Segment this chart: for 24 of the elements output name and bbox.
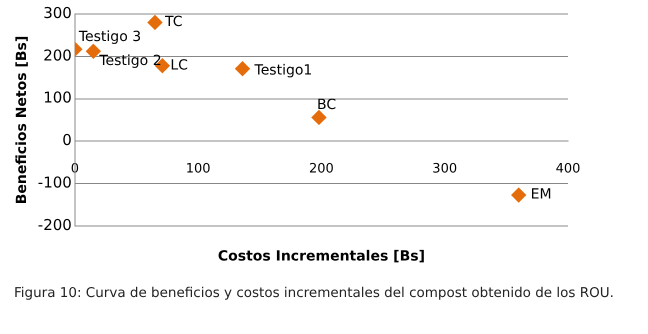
y-tick-label: 0 <box>62 131 72 150</box>
point <box>511 188 526 203</box>
x-tick-label: 300 <box>432 161 458 176</box>
x-tick-label: 100 <box>186 161 211 176</box>
x-axis-title: Costos Incrementales [Bs] <box>218 248 425 265</box>
y-tick-label: 100 <box>43 88 72 107</box>
series-label: Testigo 3 <box>78 28 142 45</box>
series-label: BC <box>316 97 336 114</box>
series-label: LC <box>170 57 188 74</box>
series-label: TC <box>164 14 183 30</box>
y-tick-label: 300 <box>43 4 72 22</box>
text: Figura 10: Curva de beneficios y costos incrementales del compost obtenido de los ROU. <box>14 284 615 303</box>
y-tick-label: -100 <box>38 173 72 192</box>
point <box>86 44 101 59</box>
series-label: Testigo1 <box>254 62 312 78</box>
y-tick-label: -200 <box>38 216 72 234</box>
x-tick-label: 400 <box>556 161 580 176</box>
y-axis-title: Beneficios Netos [Bs] <box>14 36 30 204</box>
point <box>311 110 326 125</box>
point <box>147 14 162 30</box>
x-tick-label: 200 <box>309 161 334 176</box>
series-label: EM <box>530 186 552 203</box>
y-tick-label: 200 <box>43 46 72 64</box>
point <box>235 61 250 76</box>
